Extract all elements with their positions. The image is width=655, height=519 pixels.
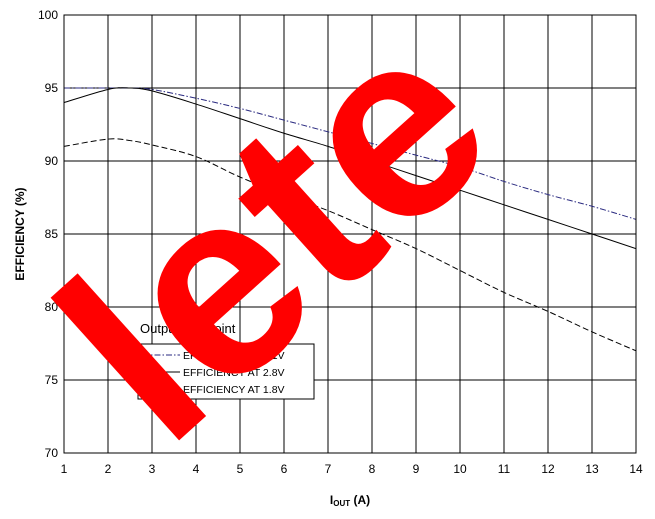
y-tick-label: 100 (38, 8, 58, 22)
x-tick-label: 12 (541, 462, 555, 476)
legend-label: EFFICIENCY AT 2.8V (183, 367, 285, 379)
y-tick-label: 80 (45, 300, 59, 314)
x-tick-label: 9 (413, 462, 420, 476)
series-lines (63, 87, 637, 352)
legend-label: EFFICIENCY AT 1.8V (183, 384, 285, 396)
legend-entries: EFFICIENCY AT 3.1V EFFICIENCY AT 2.8V EFFI… (143, 350, 285, 396)
y-tick-label: 75 (45, 373, 59, 387)
x-tick-label: 4 (193, 462, 200, 476)
watermark: lete (5, 0, 542, 495)
plot-area-frame (63, 14, 637, 454)
x-tick-label: 2 (105, 462, 112, 476)
x-axis-label: IOUT (A) (330, 493, 370, 508)
x-tick-label: 14 (629, 462, 643, 476)
x-tick-label: 10 (453, 462, 467, 476)
legend: Output Set Point EFFICIENCY AT 3.1VEFFIC… (137, 321, 315, 400)
series-line-efficiency-at-1-8v (63, 138, 637, 352)
x-tick-label: 11 (498, 462, 511, 476)
watermark-text: lete (5, 0, 542, 495)
grid (64, 15, 636, 453)
x-tick-label: 7 (325, 462, 332, 476)
x-axis-label-subscript: OUT (333, 499, 350, 508)
y-tick-label: 70 (45, 446, 59, 460)
y-tick-label: 90 (45, 154, 59, 168)
x-tick-label: 13 (585, 462, 599, 476)
x-tick-label: 6 (281, 462, 288, 476)
x-tick-label: 3 (149, 462, 156, 476)
y-tick-label: 95 (45, 81, 59, 95)
x-tick-label: 8 (369, 462, 376, 476)
x-axis-label-unit: (A) (350, 493, 370, 507)
legend-label: EFFICIENCY AT 3.1V (183, 350, 285, 362)
x-tick-label: 1 (61, 462, 68, 476)
series-line-efficiency-at-2-8v (63, 87, 637, 250)
legend-title: Output Set Point (140, 321, 236, 336)
x-axis-label-main: I (330, 493, 333, 507)
x-tick-label: 5 (237, 462, 244, 476)
y-tick-label: 85 (45, 227, 59, 241)
y-axis-label: EFFICIENCY (%) (13, 187, 27, 280)
